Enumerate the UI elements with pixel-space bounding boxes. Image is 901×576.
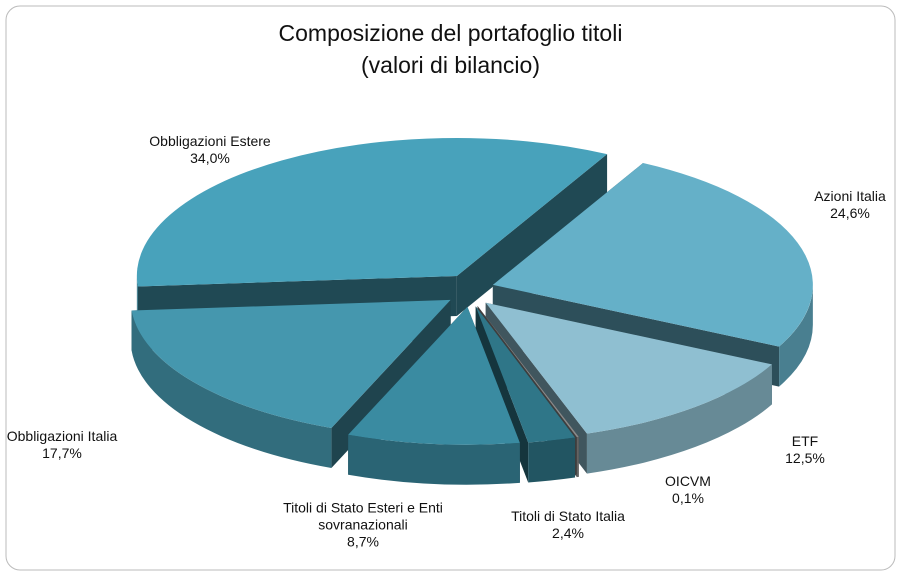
slice-top	[131, 299, 451, 428]
label-name: OICVM	[665, 473, 711, 489]
chart-subtitle: (valori di bilancio)	[361, 52, 540, 78]
label-value: 24,6%	[830, 205, 870, 221]
data-label: Obbligazioni Italia 17,7%	[0, 428, 147, 462]
pie-slice	[348, 306, 520, 485]
slice-wall	[348, 434, 520, 485]
slice-wall	[779, 284, 813, 387]
label-value: 2,4%	[552, 525, 584, 541]
label-name: Titoli di Stato Italia	[511, 508, 625, 524]
slice-top	[477, 305, 579, 438]
label-name: Titoli di Stato Esteri e Enti sovranazio…	[283, 499, 443, 533]
label-value: 8,7%	[347, 533, 379, 550]
slice-top	[348, 306, 520, 445]
slice-top	[475, 306, 576, 443]
slice-top	[485, 302, 772, 434]
slice-side	[456, 154, 608, 316]
slice-top	[492, 163, 813, 347]
data-label: Titoli di Stato Esteri e Enti sovranazio…	[278, 500, 448, 551]
slice-wall	[576, 436, 579, 478]
slice-top	[136, 137, 608, 287]
data-label: OICVM 0,1%	[603, 473, 773, 507]
data-label: Obbligazioni Estere 34,0%	[125, 133, 295, 167]
label-name: ETF	[791, 433, 819, 449]
data-label: Titoli di Stato Italia 2,4%	[483, 508, 653, 542]
label-value: 34,0%	[190, 150, 230, 166]
label-name: Obbligazioni Estere	[149, 133, 271, 149]
chart-title: Composizione del portafoglio titoli	[278, 20, 623, 46]
label-name: Azioni Italia	[814, 188, 886, 204]
slice-wall	[131, 310, 332, 468]
label-value: 12,5%	[785, 450, 825, 466]
data-label: ETF 12,5%	[720, 433, 890, 467]
slice-wall	[528, 437, 576, 483]
label-name: Obbligazioni Italia	[6, 428, 118, 444]
label-value: 17,7%	[42, 445, 82, 461]
label-value: 0,1%	[672, 490, 704, 506]
data-label: Azioni Italia 24,6%	[765, 188, 901, 222]
slice-wall	[586, 364, 772, 474]
